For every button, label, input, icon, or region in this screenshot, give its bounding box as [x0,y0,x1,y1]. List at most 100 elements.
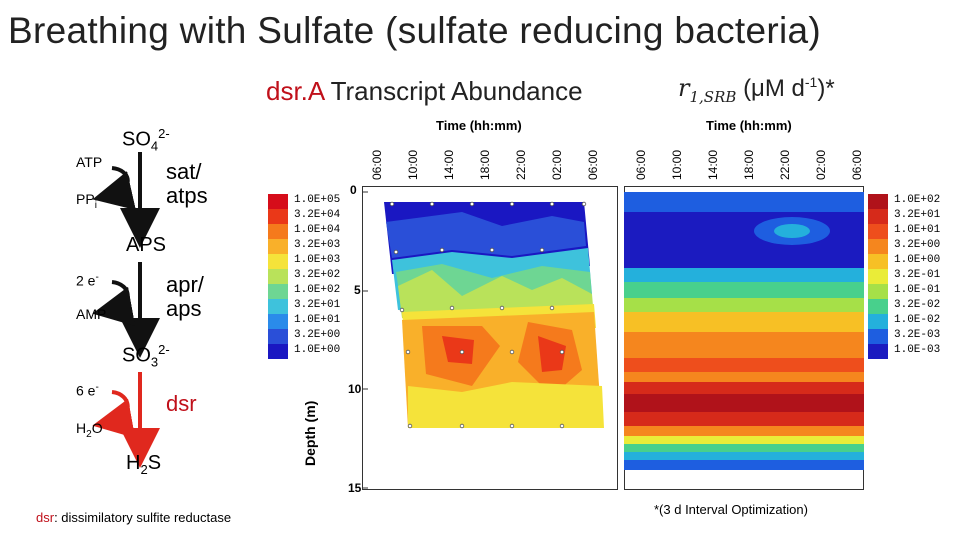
legend-swatch [268,314,288,329]
two-electrons-label: 2 e- [76,272,99,289]
legend-swatch [268,194,288,209]
rate-symbol: r [678,74,690,102]
rate-label: r1,SRB (μM d-1)* [678,74,835,106]
legend-swatch [268,299,288,314]
legend-label: 3.2E+01 [894,209,941,221]
water-label: H2O [76,420,103,440]
plot-subtitle: dsr.A Transcript Abundance [266,76,583,107]
dsr-enzyme: dsr [166,391,197,416]
legend-swatch [268,254,288,269]
time-header-left: Time (hh:mm) [436,118,522,133]
time-tick: 14:00 [442,149,456,180]
time-tick: 06:00 [850,149,864,180]
depth-tick: 10 [348,382,362,396]
legend-label: 3.2E-01 [894,269,941,281]
footnote-optimization: *(3 d Interval Optimization) [654,502,808,517]
legend-swatch [868,239,888,254]
time-tick: 06:00 [370,149,384,180]
rate-subscript: 1,SRB [689,87,737,106]
sulfite-label: SO32- [122,342,170,370]
ppi-label: PPi [76,191,97,211]
legend-right-labels: 1.0E+02 3.2E+01 1.0E+01 3.2E+00 1.0E+00 3.2E-… [894,193,940,358]
time-tick: 18:00 [478,149,492,180]
legend-label: 1.0E-03 [894,344,941,356]
sulfate-label: SO42- [122,126,170,154]
legend-left-labels: 1.0E+05 3.2E+04 1.0E+04 3.2E+03 1.0E+03 3.2E+… [294,193,340,358]
time-tick: 18:00 [742,149,756,180]
sample-points [389,201,587,429]
legend-swatch [868,329,888,344]
legend-swatch [868,314,888,329]
amp-label: AMP [76,306,107,322]
time-tick: 10:00 [406,149,420,180]
legend-swatch [868,284,888,299]
apr-aps-enzyme: apr/aps [166,272,204,321]
page-title: Breathing with Sulfate (sulfate reducing… [8,10,821,51]
legend-label: 3.2E+00 [294,329,341,341]
time-tick: 02:00 [814,149,828,180]
rate-units-pre: (μM d [743,75,805,102]
legend-swatch [268,269,288,284]
legend-swatch [868,209,888,224]
legend-label: 3.2E+02 [294,269,341,281]
curve-atp-ppi [92,166,136,211]
legend-label: 1.0E-01 [894,284,941,296]
time-tick: 14:00 [706,149,720,180]
curve-6e-h2o [92,390,136,439]
legend-swatch [868,299,888,314]
legend-label: 3.2E+03 [294,239,341,251]
legend-label: 3.2E+01 [294,299,341,311]
footnote-dsr: dsr: dissimilatory sulfite reductase [36,510,231,525]
legend-swatch [868,254,888,269]
legend-swatch [268,329,288,344]
footnote-dsr-text: : dissimilatory sulfite reductase [54,510,232,525]
legend-label: 1.0E+00 [894,254,941,266]
curve-2e-amp [92,280,136,327]
aps-label: APS [126,234,167,256]
rate-contour-plot [624,186,864,490]
rate-units-sup: -1 [804,74,818,90]
time-tick: 10:00 [670,149,684,180]
legend-swatch [268,284,288,299]
legend-label: 3.2E+00 [894,239,941,251]
legend-swatch [268,209,288,224]
legend-label: 1.0E+01 [294,314,341,326]
legend-swatch [268,344,288,359]
depth-axis-label: Depth (m) [302,400,318,466]
legend-label: 3.2E-03 [894,329,941,341]
legend-label: 1.0E+05 [294,194,341,206]
depth-axis-ticks [362,191,368,489]
transcript-contour-plot [362,186,618,490]
time-tick: 06:00 [586,149,600,180]
legend-label: 1.0E+03 [294,254,341,266]
legend-label: 1.0E+02 [894,194,941,206]
time-header-right: Time (hh:mm) [706,118,792,133]
legend-label: 1.0E+02 [294,284,341,296]
legend-label: 1.0E-02 [894,314,941,326]
depth-tick: 15 [348,481,362,495]
legend-swatch [868,344,888,359]
legend-swatch [868,224,888,239]
legend-label: 3.2E+04 [294,209,341,221]
six-electrons-label: 6 e- [76,382,99,399]
legend-right-colorbar [868,194,888,359]
legend-swatch [868,194,888,209]
legend-label: 1.0E+00 [294,344,341,356]
time-tick: 22:00 [514,149,528,180]
legend-label: 1.0E+01 [894,224,941,236]
legend-swatch [868,269,888,284]
sat-atps-enzyme: sat/atps [166,159,208,208]
contour-fill [384,202,604,428]
subtitle-rest: Transcript Abundance [323,76,583,106]
rate-bands [624,192,864,470]
gene-name: dsr.A [266,76,324,106]
hydrogen-sulfide-label: H2S [126,452,162,477]
time-tick: 02:00 [550,149,564,180]
footnote-dsr-abbrev: dsr [36,510,55,525]
rate-units-post: )* [817,75,835,102]
legend-label: 3.2E-02 [894,299,941,311]
depth-tick: 5 [354,283,361,297]
legend-swatch [268,224,288,239]
time-tick: 06:00 [634,149,648,180]
